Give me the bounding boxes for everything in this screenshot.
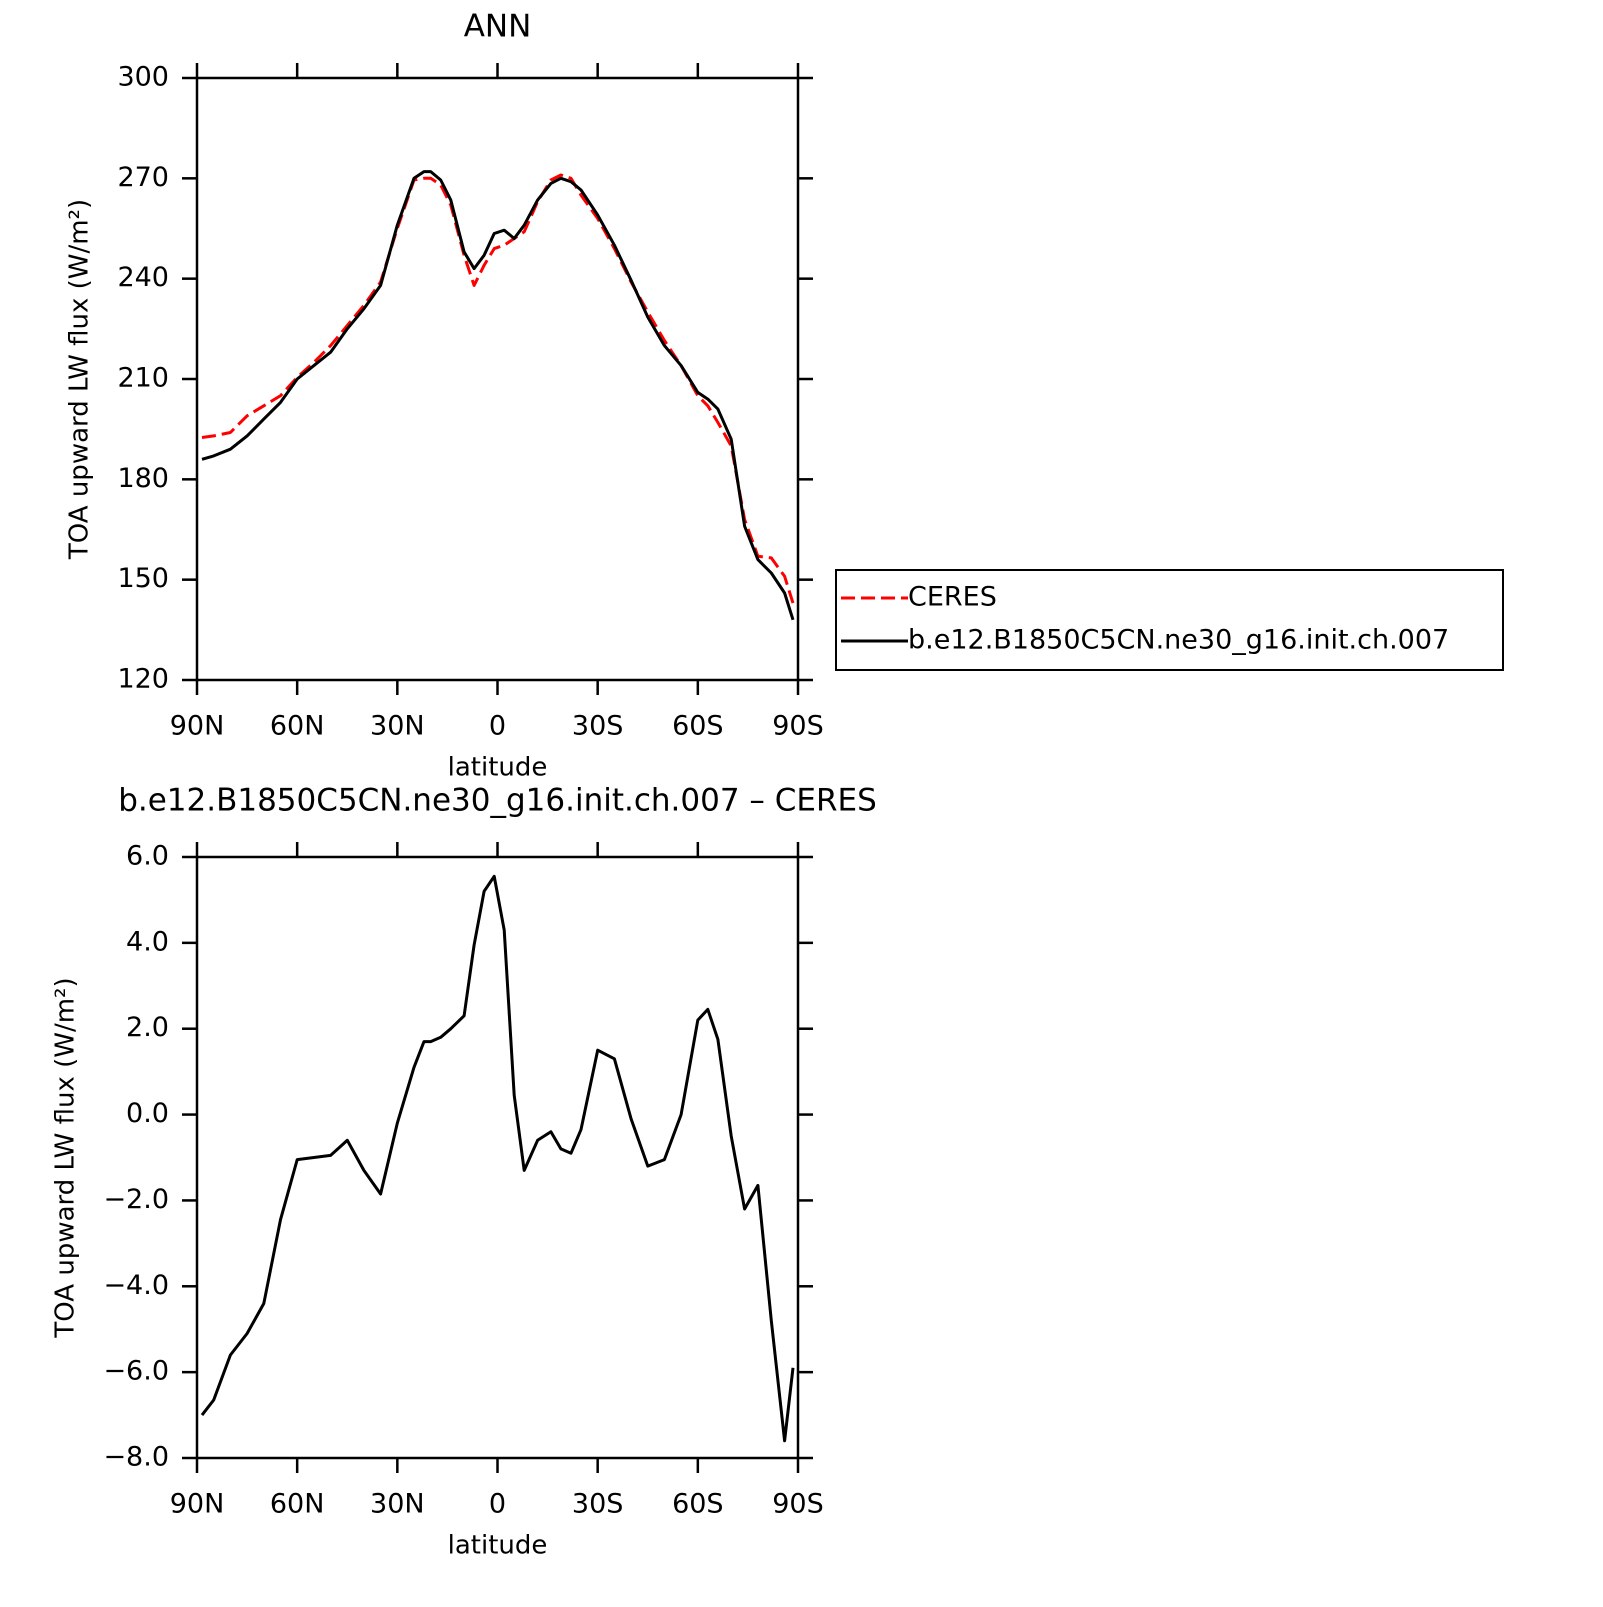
y-tick-label: 150: [117, 563, 169, 594]
x-tick-label: 0: [489, 1489, 506, 1520]
x-axis-label: latitude: [448, 753, 548, 783]
x-tick-label: 30S: [572, 711, 624, 742]
y-axis-label: TOA upward LW flux (W/m²): [65, 199, 95, 560]
x-tick-label: 90S: [772, 1489, 824, 1520]
x-tick-label: 90S: [772, 711, 824, 742]
data-line: [201, 170, 795, 621]
x-tick-label: 30N: [370, 1489, 425, 1520]
y-tick-label: −4.0: [103, 1270, 169, 1301]
x-tick-label: 60S: [672, 711, 724, 742]
y-tick-label: 120: [117, 664, 169, 695]
y-tick-label: −2.0: [103, 1184, 169, 1215]
y-tick-label: 180: [117, 463, 169, 494]
y-tick-label: −6.0: [103, 1356, 169, 1387]
y-tick-label: −8.0: [103, 1442, 169, 1473]
y-tick-label: 0.0: [126, 1098, 169, 1129]
legend-label: b.e12.B1850C5CN.ne30_g16.init.ch.007: [908, 625, 1449, 656]
x-tick-label: 0: [489, 711, 506, 742]
y-tick-label: 300: [117, 62, 169, 93]
y-tick-label: 4.0: [126, 926, 169, 957]
y-tick-label: 6.0: [126, 841, 169, 872]
x-tick-label: 30S: [572, 1489, 624, 1520]
x-tick-label: 90N: [170, 711, 225, 742]
plot-frame: [195, 76, 800, 682]
data-line: [200, 874, 795, 1443]
x-tick-label: 60N: [270, 711, 325, 742]
x-tick-label: 60N: [270, 1489, 325, 1520]
legend-box: [835, 569, 1504, 671]
plot-frame: [195, 855, 800, 1460]
y-tick-label: 240: [117, 262, 169, 293]
x-axis-label: latitude: [448, 1531, 548, 1561]
x-tick-label: 30N: [370, 711, 425, 742]
x-tick-label: 90N: [170, 1489, 225, 1520]
legend-label: CERES: [908, 582, 997, 613]
y-tick-label: 270: [117, 162, 169, 193]
chart-title: b.e12.B1850C5CN.ne30_g16.init.ch.007 – C…: [118, 783, 877, 819]
y-axis-label: TOA upward LW flux (W/m²): [51, 977, 81, 1338]
y-tick-label: 2.0: [126, 1012, 169, 1043]
chart-title: ANN: [464, 9, 532, 45]
data-line: [201, 173, 795, 604]
x-tick-label: 60S: [672, 1489, 724, 1520]
y-tick-label: 210: [117, 363, 169, 394]
